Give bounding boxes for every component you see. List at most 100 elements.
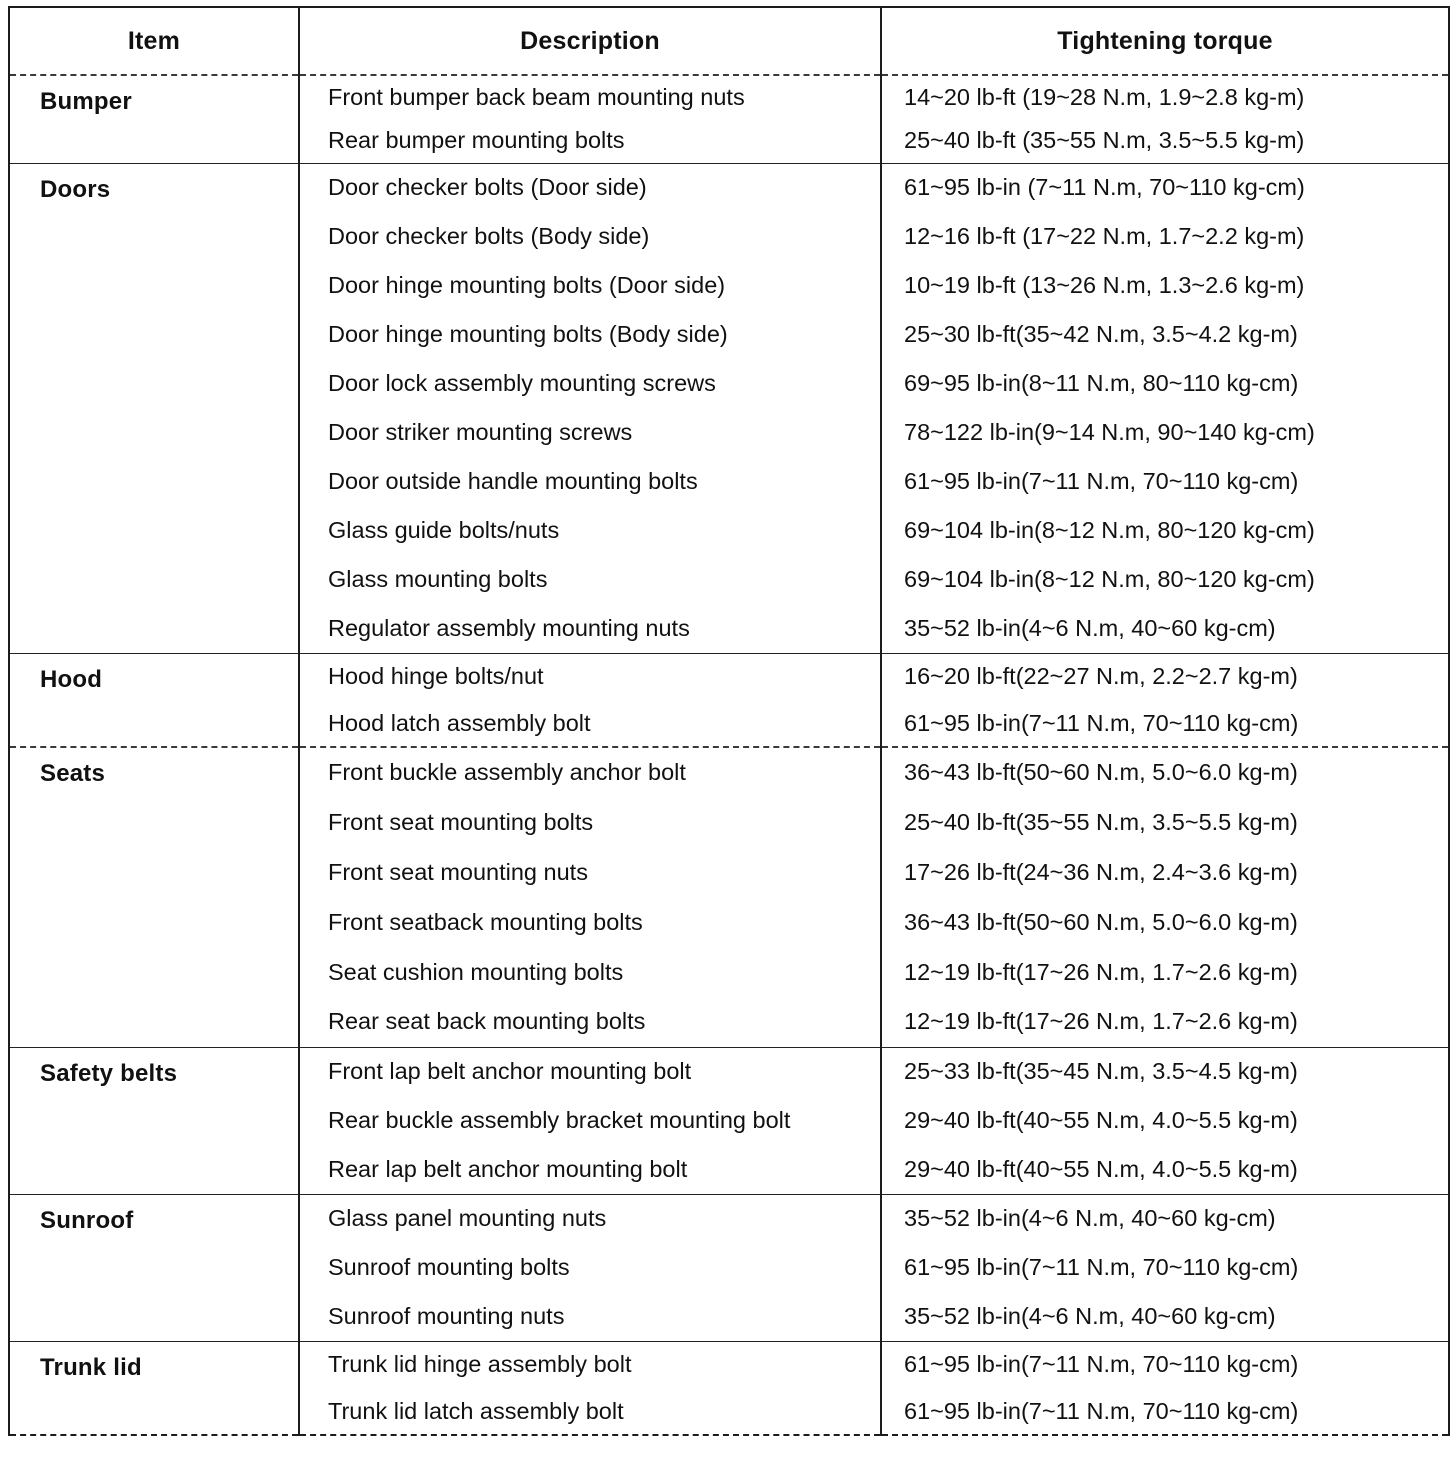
description-cell: Front buckle assembly anchor bolt bbox=[299, 747, 882, 797]
table-row: Front seat mounting bolts 25~40 lb-ft(35~… bbox=[9, 797, 1449, 847]
torque-cell: 69~95 lb-in(8~11 N.m, 80~110 kg-cm) bbox=[904, 370, 1299, 396]
table-row: Door lock assembly mounting screws 69~95 … bbox=[9, 359, 1449, 408]
torque-cell: 25~30 lb-ft(35~42 N.m, 3.5~4.2 kg-m) bbox=[904, 321, 1298, 347]
table-row: Seat cushion mounting bolts 12~19 lb-ft(1… bbox=[9, 947, 1449, 997]
description-cell: Front bumper back beam mounting nuts bbox=[299, 75, 882, 119]
table-row: Bumper Front bumper back beam mounting nu… bbox=[9, 75, 1449, 163]
description-cell: Rear lap belt anchor mounting bolt bbox=[299, 1145, 882, 1194]
torque-cell: 29~40 lb-ft(40~55 N.m, 4.0~5.5 kg-m) bbox=[904, 1155, 1298, 1182]
torque-cell: 61~95 lb-in(7~11 N.m, 70~110 kg-cm) bbox=[904, 1254, 1299, 1280]
item-label: Bumper bbox=[9, 75, 300, 163]
tightening-torque-table: Item Description Tightening torque Bumpe… bbox=[8, 6, 1450, 1436]
table-row: Door outside handle mounting bolts 61~95 … bbox=[9, 457, 1449, 506]
description-cell: Rear bumper mounting bolts bbox=[299, 119, 882, 163]
description-cell: Hood hinge bolts/nut bbox=[299, 653, 882, 700]
description-cell: Regulator assembly mounting nuts bbox=[299, 604, 882, 653]
torque-cell: 25~33 lb-ft(35~45 N.m, 3.5~4.5 kg-m) bbox=[904, 1058, 1298, 1085]
table-row: Safety belts Front lap belt anchor mounti… bbox=[9, 1047, 1449, 1194]
table-row: Front seatback mounting bolts 36~43 lb-ft… bbox=[9, 897, 1449, 947]
table-row: Sunroof Glass panel mounting nuts 35~52 lb… bbox=[9, 1194, 1449, 1341]
description-cell: Glass mounting bolts bbox=[299, 555, 882, 604]
table-row: Regulator assembly mounting nuts 35~52 lb… bbox=[9, 604, 1449, 653]
table-row: Door striker mounting screws 78~122 lb-in… bbox=[9, 408, 1449, 457]
torque-cell: 61~95 lb-in(7~11 N.m, 70~110 kg-cm) bbox=[904, 1397, 1299, 1424]
torque-cell: 61~95 lb-in(7~11 N.m, 70~110 kg-cm) bbox=[904, 709, 1299, 736]
description-cell: Seat cushion mounting bolts bbox=[299, 947, 882, 997]
table-row: Doors Door checker bolts (Door side) 61~95… bbox=[9, 163, 1449, 653]
description-cell: Glass panel mounting nuts bbox=[299, 1194, 882, 1243]
table-row: Seats Front buckle assembly anchor bolt 36… bbox=[9, 747, 1449, 1047]
torque-cell: 78~122 lb-in(9~14 N.m, 90~140 kg-cm) bbox=[904, 419, 1315, 445]
table-row: Rear seat back mounting bolts 12~19 lb-ft… bbox=[9, 997, 1449, 1047]
torque-cell: 69~104 lb-in(8~12 N.m, 80~120 kg-cm) bbox=[904, 566, 1315, 592]
description-cell: Door checker bolts (Door side) bbox=[299, 163, 882, 212]
torque-cell: 61~95 lb-in(7~11 N.m, 70~110 kg-cm) bbox=[904, 1351, 1299, 1378]
description-cell: Sunroof mounting bolts bbox=[299, 1243, 882, 1292]
description-cell: Sunroof mounting nuts bbox=[299, 1292, 882, 1341]
torque-cell: 61~95 lb-in (7~11 N.m, 70~110 kg-cm) bbox=[904, 174, 1305, 201]
table-row: Door hinge mounting bolts (Door side) 10~… bbox=[9, 261, 1449, 310]
column-header-description: Description bbox=[299, 7, 882, 76]
table-row: Glass guide bolts/nuts 69~104 lb-in(8~12 … bbox=[9, 506, 1449, 555]
section-sunroof: Sunroof Glass panel mounting nuts 35~52 lb… bbox=[9, 1194, 1449, 1341]
description-cell: Glass guide bolts/nuts bbox=[299, 506, 882, 555]
torque-cell: 10~19 lb-ft (13~26 N.m, 1.3~2.6 kg-m) bbox=[904, 272, 1305, 298]
item-label: Seats bbox=[9, 747, 300, 1047]
description-cell: Rear buckle assembly bracket mounting bo… bbox=[299, 1096, 882, 1145]
table-header: Item Description Tightening torque bbox=[9, 7, 1449, 76]
item-label: Hood bbox=[9, 653, 300, 747]
torque-cell: 29~40 lb-ft(40~55 N.m, 4.0~5.5 kg-m) bbox=[904, 1107, 1298, 1133]
table-row: Trunk lid latch assembly bolt 61~95 lb-in… bbox=[9, 1388, 1449, 1435]
section-bumper: Bumper Front bumper back beam mounting nu… bbox=[9, 75, 1449, 163]
torque-cell: 17~26 lb-ft(24~36 N.m, 2.4~3.6 kg-m) bbox=[904, 858, 1298, 885]
torque-cell: 35~52 lb-in(4~6 N.m, 40~60 kg-cm) bbox=[904, 1302, 1276, 1329]
description-cell: Trunk lid hinge assembly bolt bbox=[299, 1341, 882, 1388]
item-label: Sunroof bbox=[9, 1194, 300, 1341]
torque-cell: 16~20 lb-ft(22~27 N.m, 2.2~2.7 kg-m) bbox=[904, 663, 1298, 690]
table-row: Front seat mounting nuts 17~26 lb-ft(24~3… bbox=[9, 847, 1449, 897]
torque-cell: 12~19 lb-ft(17~26 N.m, 1.7~2.6 kg-m) bbox=[904, 1008, 1298, 1035]
section-seats: Seats Front buckle assembly anchor bolt 36… bbox=[9, 747, 1449, 1047]
description-cell: Door hinge mounting bolts (Door side) bbox=[299, 261, 882, 310]
torque-cell: 25~40 lb-ft(35~55 N.m, 3.5~5.5 kg-m) bbox=[904, 808, 1298, 835]
description-cell: Door hinge mounting bolts (Body side) bbox=[299, 310, 882, 359]
torque-cell: 69~104 lb-in(8~12 N.m, 80~120 kg-cm) bbox=[904, 517, 1315, 543]
item-label: Safety belts bbox=[9, 1047, 300, 1194]
torque-cell: 12~19 lb-ft(17~26 N.m, 1.7~2.6 kg-m) bbox=[904, 958, 1298, 985]
description-cell: Door checker bolts (Body side) bbox=[299, 212, 882, 261]
description-cell: Door lock assembly mounting screws bbox=[299, 359, 882, 408]
section-doors: Doors Door checker bolts (Door side) 61~95… bbox=[9, 163, 1449, 653]
description-cell: Rear seat back mounting bolts bbox=[299, 997, 882, 1047]
torque-cell: 35~52 lb-in(4~6 N.m, 40~60 kg-cm) bbox=[904, 614, 1276, 641]
column-header-tightening-torque: Tightening torque bbox=[881, 7, 1449, 76]
description-cell: Front lap belt anchor mounting bolt bbox=[299, 1047, 882, 1096]
manual-page: Item Description Tightening torque Bumpe… bbox=[8, 6, 1450, 1436]
table-row: Rear lap belt anchor mounting bolt 29~40 … bbox=[9, 1145, 1449, 1194]
description-cell: Front seat mounting nuts bbox=[299, 847, 882, 897]
table-row: Rear buckle assembly bracket mounting bo… bbox=[9, 1096, 1449, 1145]
table-row: Door checker bolts (Body side) 12~16 lb-f… bbox=[9, 212, 1449, 261]
torque-cell: 35~52 lb-in(4~6 N.m, 40~60 kg-cm) bbox=[904, 1205, 1276, 1232]
table-row: Glass mounting bolts 69~104 lb-in(8~12 N.… bbox=[9, 555, 1449, 604]
table-row: Trunk lid Trunk lid hinge assembly bolt 61… bbox=[9, 1341, 1449, 1435]
item-label: Doors bbox=[9, 163, 300, 653]
section-hood: Hood Hood hinge bolts/nut 16~20 lb-ft(22~2… bbox=[9, 653, 1449, 747]
description-cell: Front seat mounting bolts bbox=[299, 797, 882, 847]
item-label: Trunk lid bbox=[9, 1341, 300, 1435]
table-row: Rear bumper mounting bolts 25~40 lb-ft (3… bbox=[9, 119, 1449, 163]
table-row: Door hinge mounting bolts (Body side) 25~… bbox=[9, 310, 1449, 359]
description-cell: Front seatback mounting bolts bbox=[299, 897, 882, 947]
torque-cell: 61~95 lb-in(7~11 N.m, 70~110 kg-cm) bbox=[904, 468, 1299, 494]
description-cell: Door striker mounting screws bbox=[299, 408, 882, 457]
table-row: Sunroof mounting nuts 35~52 lb-in(4~6 N.m… bbox=[9, 1292, 1449, 1341]
torque-cell: 12~16 lb-ft (17~22 N.m, 1.7~2.2 kg-m) bbox=[904, 223, 1305, 249]
description-cell: Hood latch assembly bolt bbox=[299, 700, 882, 747]
description-cell: Door outside handle mounting bolts bbox=[299, 457, 882, 506]
section-safety-belts: Safety belts Front lap belt anchor mounti… bbox=[9, 1047, 1449, 1194]
table-row: Sunroof mounting bolts 61~95 lb-in(7~11 N… bbox=[9, 1243, 1449, 1292]
description-cell: Trunk lid latch assembly bolt bbox=[299, 1388, 882, 1435]
table-row: Hood latch assembly bolt 61~95 lb-in(7~11… bbox=[9, 700, 1449, 747]
column-header-item: Item bbox=[9, 7, 300, 76]
table-row: Hood Hood hinge bolts/nut 16~20 lb-ft(22~2… bbox=[9, 653, 1449, 747]
torque-cell: 14~20 lb-ft (19~28 N.m, 1.9~2.8 kg-m) bbox=[904, 84, 1305, 110]
